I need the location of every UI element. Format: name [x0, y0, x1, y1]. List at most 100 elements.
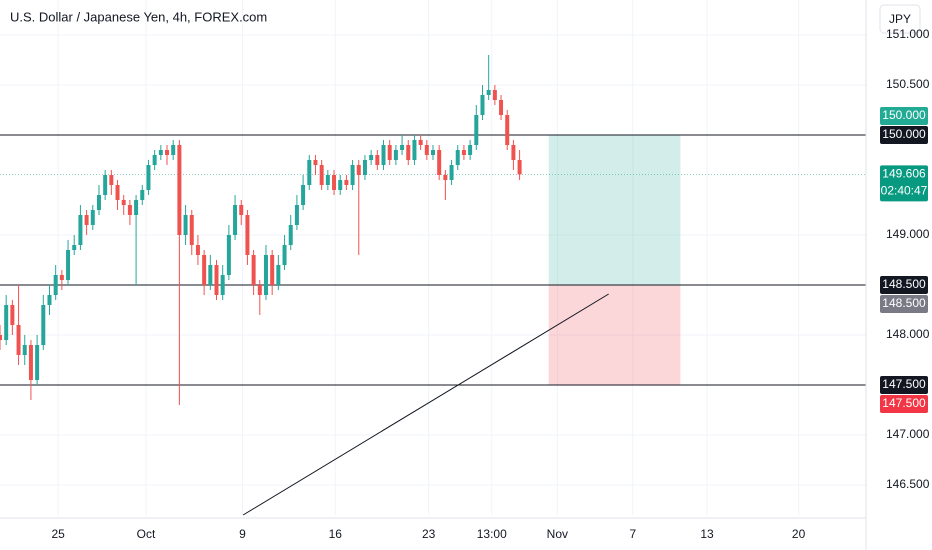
candle-body [381, 145, 386, 165]
candle-body [214, 265, 219, 295]
currency-label[interactable]: JPY [889, 12, 911, 26]
candle-body [41, 305, 46, 345]
candle-body [400, 145, 405, 150]
candle-body [35, 345, 40, 380]
candle-body [220, 275, 225, 295]
candle-body [152, 155, 157, 165]
last-price-badge [880, 165, 928, 202]
candle-body [202, 255, 207, 285]
candle-body [165, 150, 170, 155]
candle-body [96, 195, 101, 210]
target-badge-label: 150.000 [882, 108, 926, 122]
candle-body [263, 255, 268, 295]
candle-body [424, 145, 429, 155]
target-badge [880, 107, 928, 125]
candle-body [121, 200, 126, 205]
entry-badge [880, 295, 928, 313]
y-tick-label: 146.500 [886, 477, 930, 491]
candle-body [257, 285, 262, 295]
candle-body [22, 345, 27, 355]
candle-body [480, 95, 485, 115]
candle-body [158, 150, 163, 155]
candle-body [282, 245, 287, 265]
candle-body [431, 150, 435, 155]
stop-badge [880, 395, 928, 413]
candle-body [486, 90, 491, 95]
hline-badge-label: 148.500 [882, 277, 926, 291]
x-tick-label: 23 [422, 527, 436, 541]
stop-badge-label: 147.500 [882, 396, 926, 410]
candle-body [177, 145, 182, 235]
candle-body [245, 215, 250, 255]
hline-badge [880, 376, 928, 394]
candle-body [226, 235, 231, 275]
candle-body [59, 275, 64, 280]
candle-body [47, 295, 52, 305]
candle-body [28, 345, 33, 380]
y-tick-label: 151.000 [886, 27, 930, 41]
candle-body [437, 150, 442, 175]
candle-body [195, 245, 200, 255]
candle-body [251, 255, 256, 285]
y-tick-label: 149.000 [886, 227, 930, 241]
candle-body [115, 185, 120, 200]
candle-body [90, 210, 95, 225]
candle-body [338, 180, 343, 190]
candle-body [344, 180, 349, 185]
candle-body [362, 160, 367, 175]
candle-body [307, 160, 312, 185]
candle-body [350, 165, 355, 185]
currency-button[interactable] [879, 4, 921, 34]
x-tick-label: 9 [239, 527, 246, 541]
candle-body [406, 145, 411, 160]
candle-body [443, 175, 448, 180]
candle-body [313, 160, 318, 165]
y-tick-label: 150.500 [886, 77, 930, 91]
chart-title: U.S. Dollar / Japanese Yen, 4h, FOREX.co… [10, 9, 267, 24]
last-price-label: 149.606 [882, 167, 926, 181]
candle-body [127, 205, 132, 215]
x-tick-label: 13:00 [477, 527, 507, 541]
candle-body [319, 165, 324, 185]
candle-body [233, 205, 238, 235]
candle-body [332, 175, 337, 190]
x-tick-label: 16 [329, 527, 343, 541]
candle-body [499, 100, 504, 115]
hline-badge [880, 276, 928, 294]
candle-body [301, 185, 306, 205]
candle-body [103, 175, 108, 195]
x-tick-label: 25 [51, 527, 65, 541]
x-tick-label: Nov [547, 527, 568, 541]
candle-body [474, 115, 479, 145]
candle-body [270, 255, 275, 285]
candle-body [375, 155, 380, 165]
hline-badge [880, 126, 928, 144]
candle-body [468, 145, 473, 155]
candle-body [134, 200, 139, 215]
countdown-label: 02:40:47 [881, 184, 928, 198]
candle-body [4, 305, 9, 340]
candle-body [16, 325, 21, 355]
candle-body [239, 205, 244, 215]
profit-zone [548, 135, 681, 285]
candle-body [84, 215, 89, 225]
candle-body [183, 215, 188, 235]
candle-body [455, 150, 460, 165]
candle-body [294, 205, 299, 225]
x-tick-label: 7 [629, 527, 636, 541]
candle-body [72, 245, 77, 250]
candle-body [53, 275, 58, 295]
hline-badge-label: 150.000 [882, 127, 926, 141]
candle-body [288, 225, 293, 245]
x-tick-label: 13 [700, 527, 714, 541]
candle-body [109, 175, 114, 185]
candle-body [146, 165, 151, 190]
entry-badge-label: 148.500 [882, 296, 926, 310]
candle-body [505, 115, 510, 145]
candle-body [0, 335, 2, 340]
candle-body [387, 145, 392, 160]
candle-body [461, 150, 466, 155]
candle-body [517, 160, 522, 175]
